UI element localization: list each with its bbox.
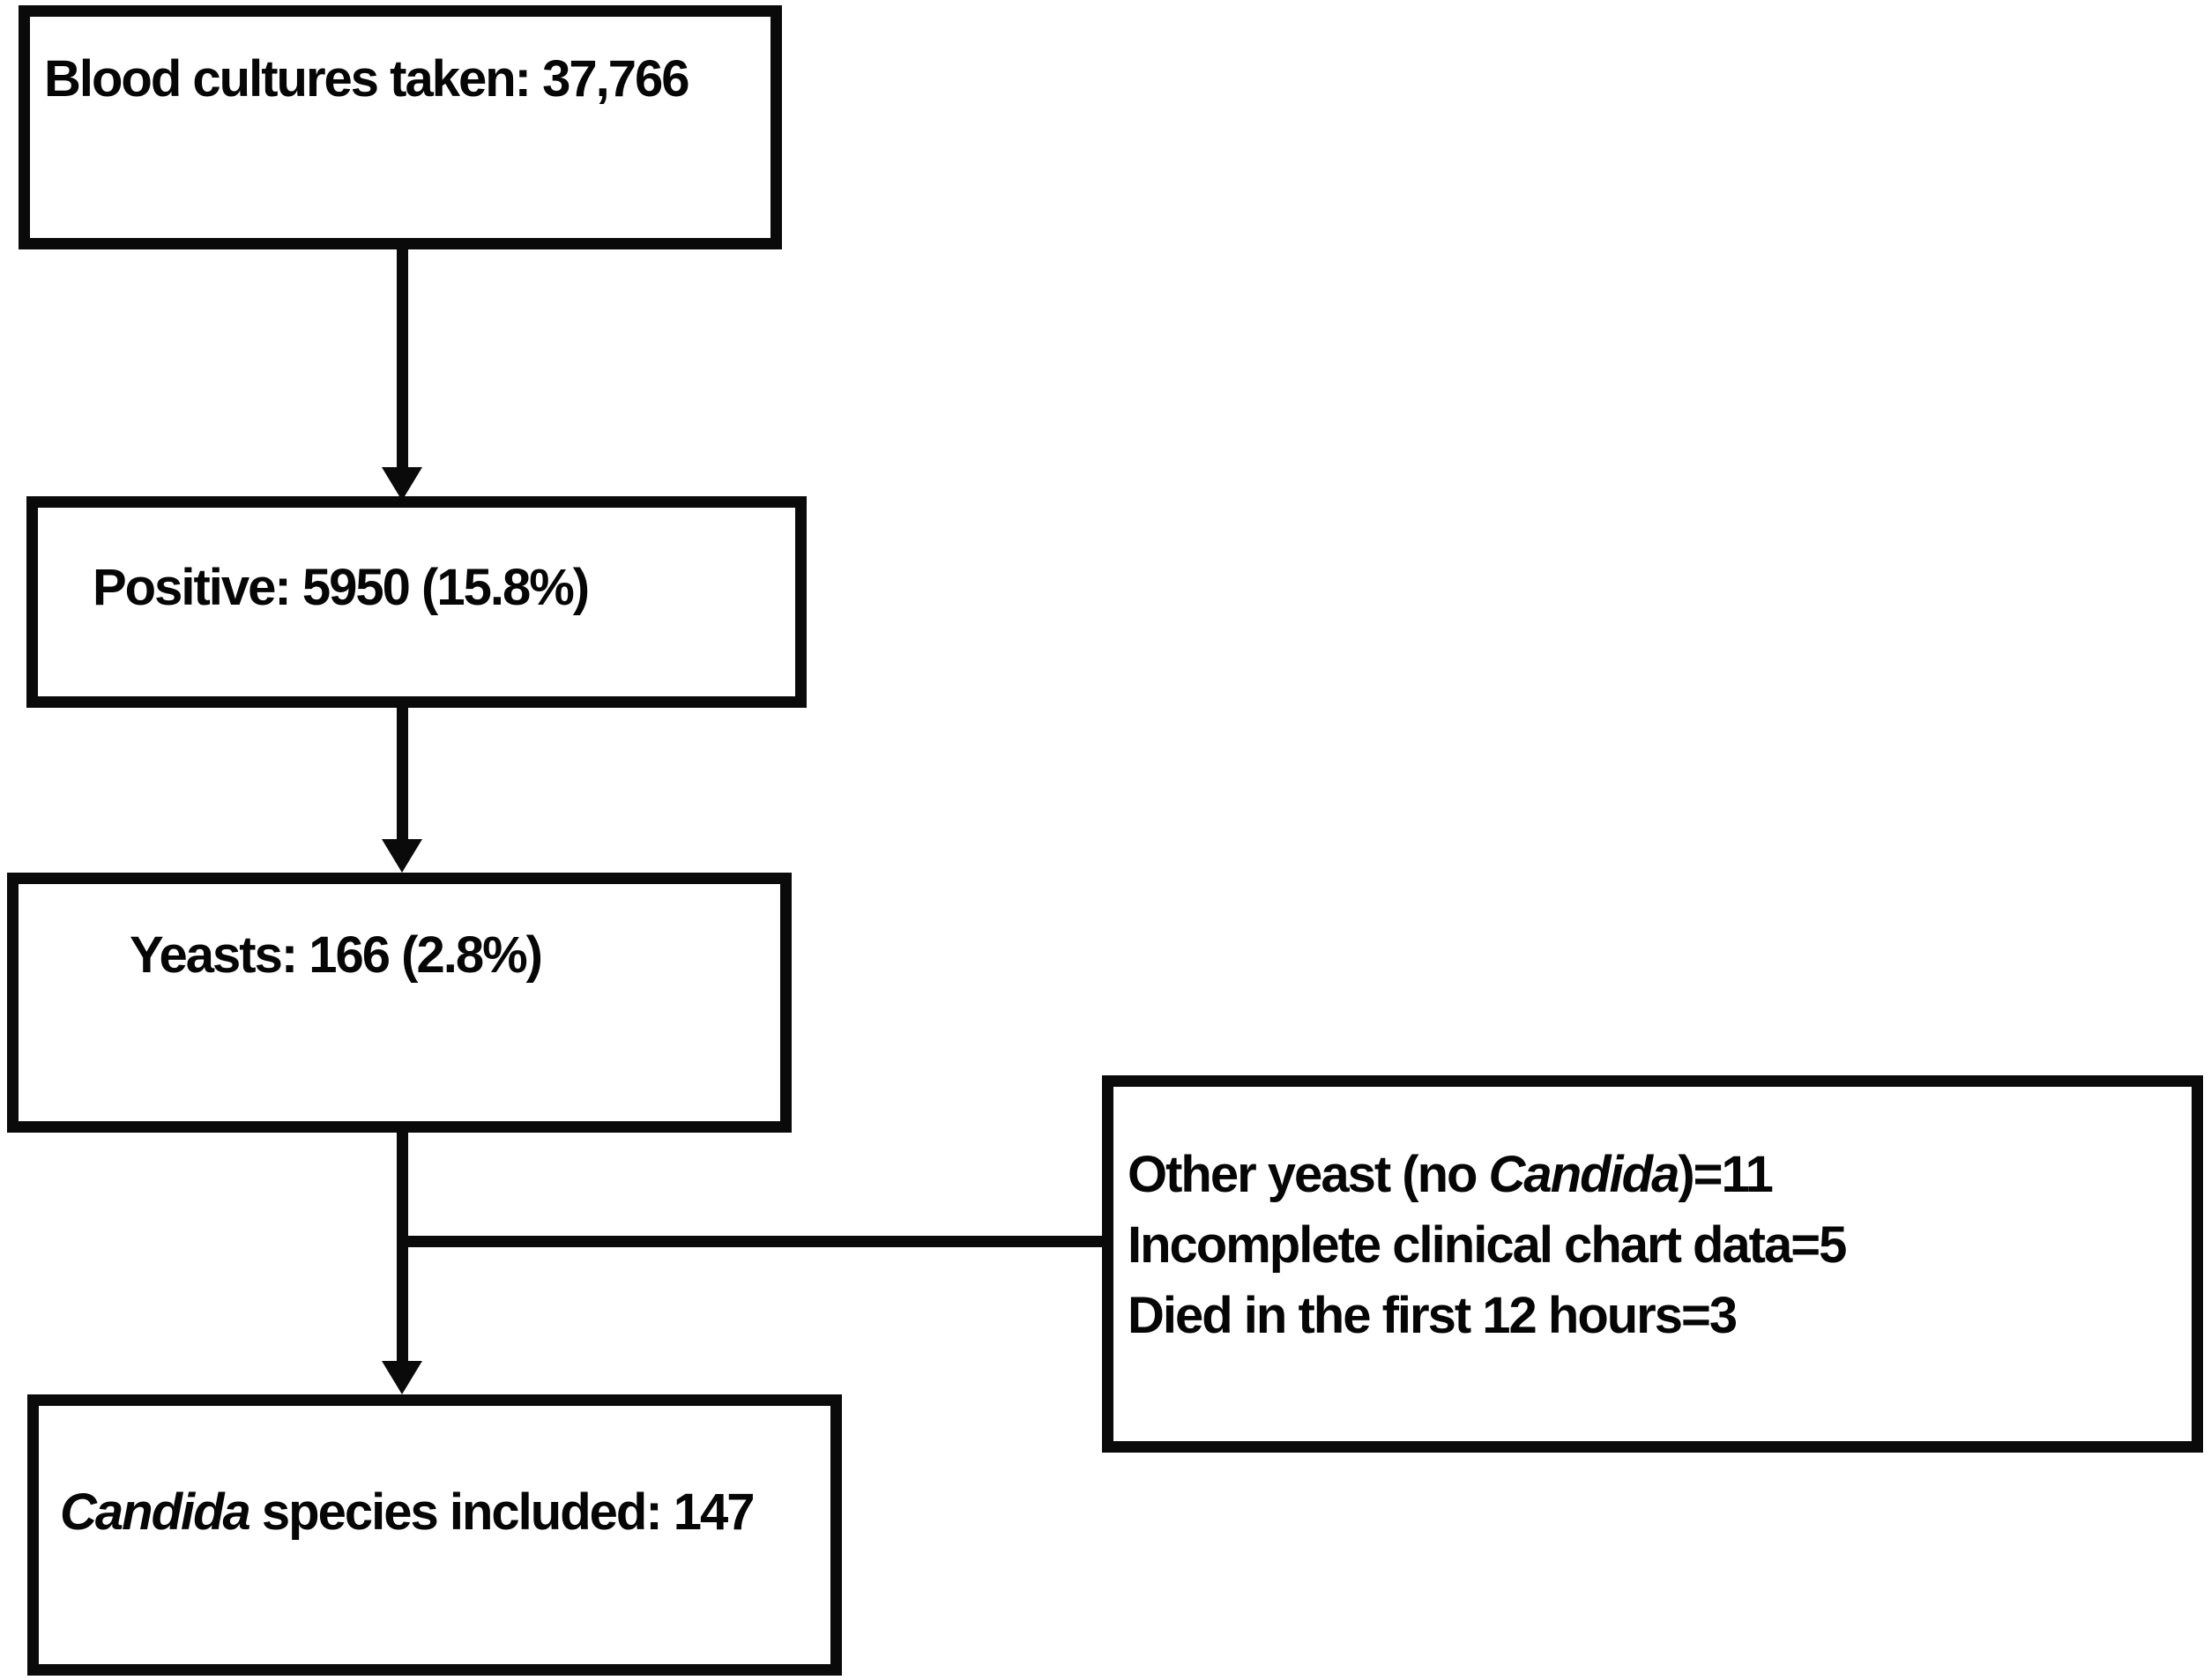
node-positive: Positive: 5950 (15.8%) [26, 496, 807, 708]
node-candida-label-italic: Candida [60, 1483, 251, 1541]
node-positive-label: Positive: 5950 (15.8%) [93, 559, 590, 616]
arrow-positive-to-yeasts-line [397, 708, 408, 844]
arrow-yeasts-to-candida-line [397, 1133, 408, 1366]
node-exclusions: Other yeast (no Candida)=11 Incomplete c… [1102, 1075, 2203, 1453]
node-candida-included: Candida species included: 147 [27, 1394, 842, 1676]
arrow-yeasts-to-candida-head-icon [382, 1361, 422, 1394]
connector-to-exclusions-line [397, 1236, 1105, 1247]
arrow-blood-to-positive-head-icon [382, 467, 422, 501]
node-blood-cultures-label: Blood cultures taken: 37,766 [44, 50, 689, 108]
exclusion-line1-pre: Other yeast (no [1128, 1146, 1489, 1203]
node-candida-label-rest: species included: 147 [249, 1483, 756, 1541]
arrow-positive-to-yeasts-head-icon [382, 839, 422, 873]
exclusion-line1-post: )=11 [1678, 1146, 1773, 1203]
exclusion-line-other-yeast: Other yeast (no Candida)=11 [1128, 1140, 2192, 1210]
node-yeasts-label: Yeasts: 166 (2.8%) [130, 926, 543, 984]
exclusion-line-incomplete-data: Incomplete clinical chart data=5 [1128, 1216, 1847, 1274]
node-blood-cultures: Blood cultures taken: 37,766 [19, 5, 782, 249]
exclusion-line-died: Died in the first 12 hours=3 [1128, 1287, 1738, 1344]
arrow-blood-to-positive-line [397, 249, 408, 472]
node-yeasts: Yeasts: 166 (2.8%) [7, 873, 792, 1133]
exclusion-line1-italic: Candida [1488, 1146, 1680, 1203]
